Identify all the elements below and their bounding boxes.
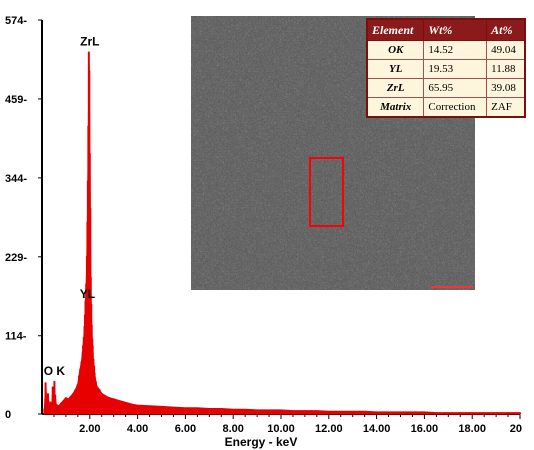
x-tick-label: 18.00 bbox=[458, 423, 486, 435]
x-tick-label: 6.00 bbox=[175, 423, 196, 435]
wt-cell: Correction bbox=[423, 97, 488, 118]
header-wt: Wt% bbox=[423, 18, 488, 41]
at-cell: ZAF bbox=[486, 97, 526, 118]
header-at: At% bbox=[486, 18, 526, 41]
x-tick-label: 2.00 bbox=[79, 423, 100, 435]
x-tick-label: 8.00 bbox=[222, 423, 243, 435]
y-tick-label: 459- bbox=[5, 94, 27, 106]
x-axis-title: Energy - keV bbox=[225, 435, 298, 449]
y-tick-label: 114- bbox=[5, 331, 27, 343]
peak-label: O K bbox=[44, 364, 66, 378]
x-tick-label: 16.00 bbox=[411, 423, 439, 435]
wt-cell: 14.52 bbox=[423, 40, 488, 60]
x-tick-label: 14.00 bbox=[363, 423, 391, 435]
y-tick-label: 574- bbox=[5, 15, 27, 27]
table-row: Matrix Correction ZAF bbox=[366, 97, 526, 118]
peak-label: YL bbox=[80, 287, 95, 301]
element-cell: OK bbox=[366, 40, 425, 60]
table-row: OK 14.52 49.04 bbox=[366, 40, 526, 60]
element-cell: YL bbox=[366, 59, 425, 79]
x-tick-label: 4.00 bbox=[127, 423, 148, 435]
spectrum-area bbox=[43, 51, 521, 415]
element-cell: ZrL bbox=[366, 78, 425, 98]
at-cell: 49.04 bbox=[486, 40, 526, 60]
table-header-row: Element Wt% At% bbox=[366, 18, 526, 41]
header-element: Element bbox=[366, 18, 425, 41]
analysis-region-marker bbox=[309, 157, 344, 227]
at-cell: 39.08 bbox=[486, 78, 526, 98]
element-cell: Matrix bbox=[366, 97, 425, 118]
wt-cell: 65.95 bbox=[423, 78, 488, 98]
composition-table: Element Wt% At% OK 14.52 49.04 YL 19.53 … bbox=[366, 18, 526, 118]
table-row: YL 19.53 11.88 bbox=[366, 59, 526, 79]
y-tick-label: 229- bbox=[5, 252, 27, 264]
at-cell: 11.88 bbox=[486, 59, 526, 79]
x-tick-label: 10.00 bbox=[267, 423, 295, 435]
table-row: ZrL 65.95 39.08 bbox=[366, 78, 526, 98]
y-tick-label: 0 bbox=[5, 409, 11, 421]
peak-label: ZrL bbox=[80, 35, 99, 49]
x-tick-label: 20 bbox=[510, 423, 522, 435]
wt-cell: 19.53 bbox=[423, 59, 488, 79]
y-tick-label: 344- bbox=[5, 173, 27, 185]
x-tick-label: 12.00 bbox=[315, 423, 343, 435]
